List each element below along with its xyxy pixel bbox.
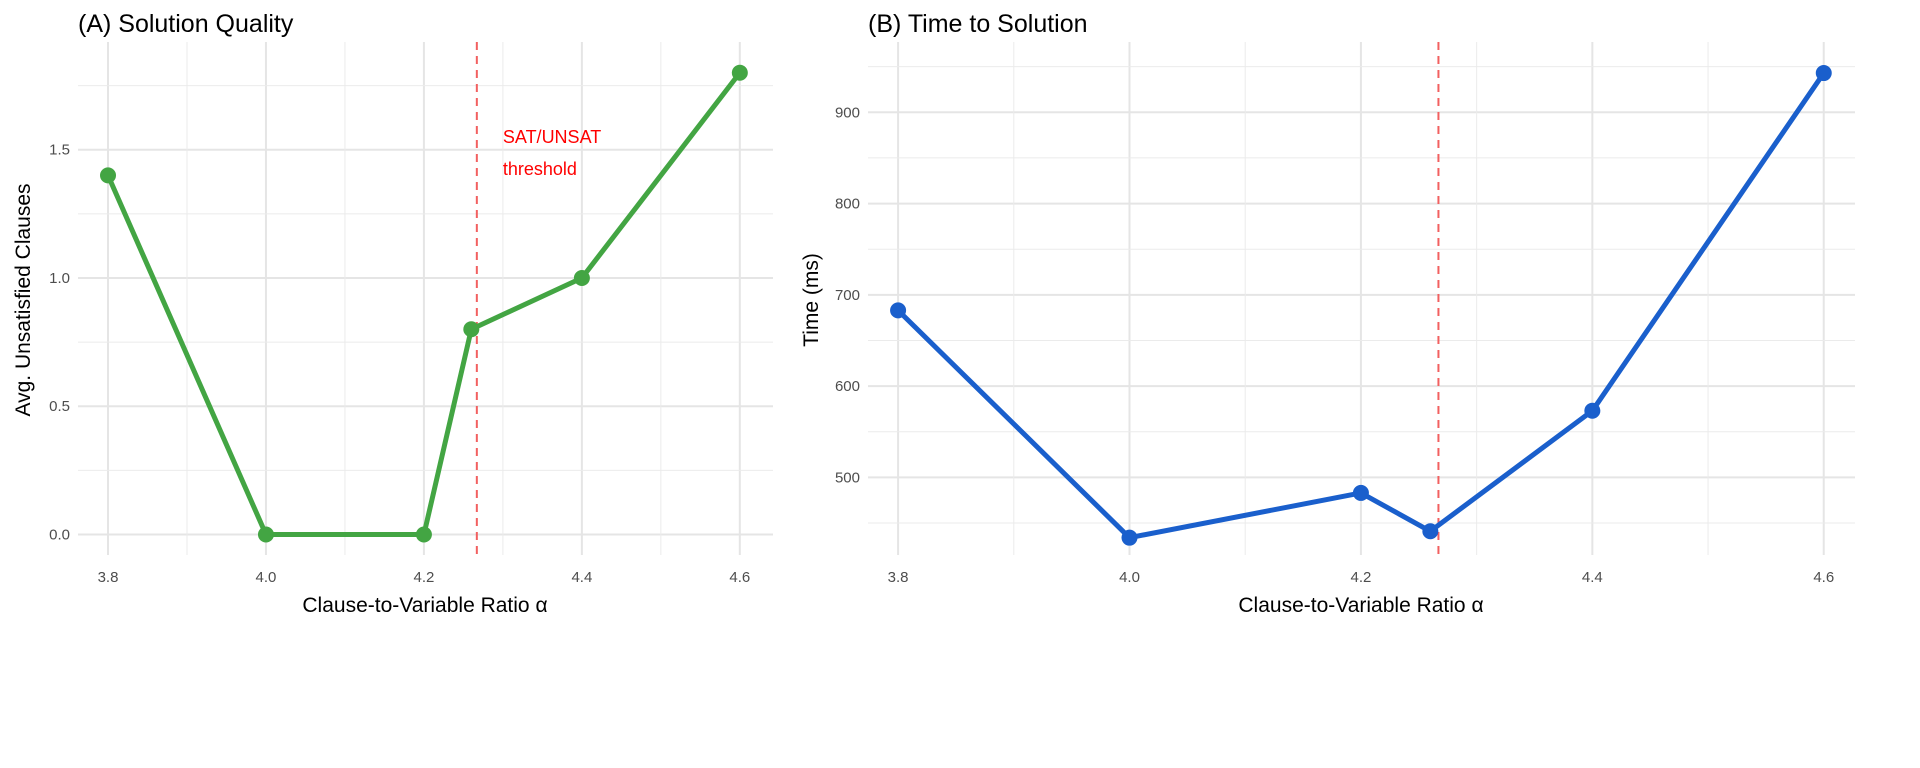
x-tick-label: 3.8 — [98, 569, 119, 586]
annotation-line-2: threshold — [503, 159, 577, 179]
data-point — [257, 526, 274, 543]
y-tick-label: 0.5 — [49, 398, 70, 415]
panel-b-y-axis-label: Time (ms) — [800, 253, 823, 347]
data-point — [1584, 402, 1601, 419]
x-tick-label: 4.4 — [1582, 569, 1603, 586]
x-tick-label: 4.6 — [1813, 569, 1834, 586]
data-point — [100, 167, 117, 184]
series-line — [105, 71, 742, 537]
panel-a-x-axis-label: Clause-to-Variable Ratio α — [302, 594, 547, 617]
y-tick-label: 600 — [835, 378, 860, 395]
panel-b-title: (B) Time to Solution — [868, 10, 1088, 38]
panel-a-title: (A) Solution Quality — [78, 10, 294, 38]
y-tick-label: 900 — [835, 104, 860, 121]
y-tick-label: 800 — [835, 196, 860, 213]
data-point — [415, 526, 432, 543]
x-tick-label: 4.0 — [256, 569, 277, 586]
data-point — [1352, 484, 1369, 501]
panel-a-y-axis-label: Avg. Unsatisfied Clauses — [12, 183, 35, 416]
data-point — [890, 302, 907, 319]
data-point — [1815, 65, 1832, 82]
panel-a: (A) Solution Quality Clause-to-Variable … — [12, 10, 773, 617]
data-point — [731, 64, 748, 81]
data-point — [1121, 529, 1138, 546]
gridlines — [868, 42, 1855, 555]
x-tick-label: 4.4 — [571, 569, 592, 586]
x-tick-label: 4.6 — [729, 569, 750, 586]
x-tick-label: 4.0 — [1119, 569, 1140, 586]
panel-b: (B) Time to Solution Clause-to-Variable … — [800, 10, 1855, 617]
series-line — [896, 71, 1826, 541]
y-tick-label: 0.0 — [49, 526, 70, 543]
x-tick-label: 4.2 — [413, 569, 434, 586]
data-point — [463, 321, 480, 338]
y-tick-label: 1.0 — [49, 270, 70, 287]
y-tick-label: 500 — [835, 469, 860, 486]
panel-b-x-axis-label: Clause-to-Variable Ratio α — [1238, 594, 1483, 617]
x-tick-label: 4.2 — [1350, 569, 1371, 586]
x-tick-label: 3.8 — [888, 569, 909, 586]
annotation-line-1: SAT/UNSAT — [503, 127, 601, 147]
data-point — [1422, 523, 1439, 540]
y-tick-label: 1.5 — [49, 142, 70, 159]
y-tick-label: 700 — [835, 287, 860, 304]
gridlines — [78, 42, 773, 555]
data-point — [573, 269, 590, 286]
